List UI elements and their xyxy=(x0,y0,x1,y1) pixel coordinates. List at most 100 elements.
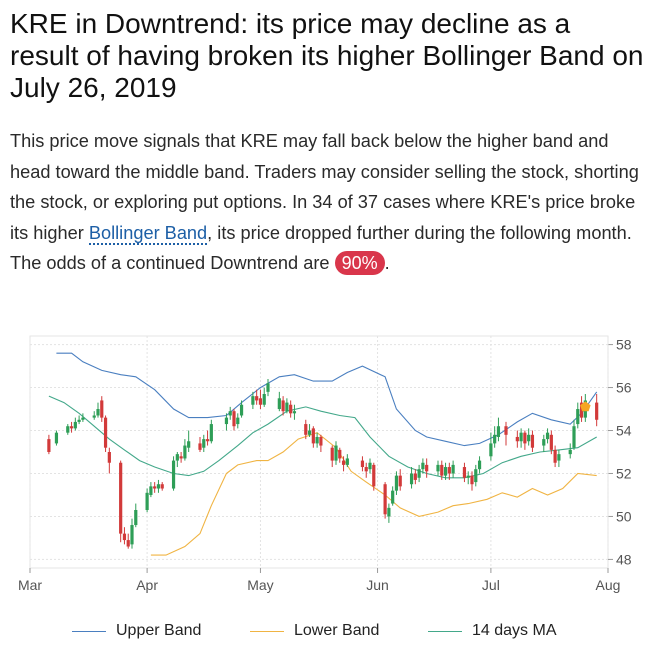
headline: KRE in Downtrend: its price may decline … xyxy=(10,8,644,103)
candle-body xyxy=(493,434,497,444)
y-tick-label: 52 xyxy=(616,465,632,481)
legend-ma: 14 days MA xyxy=(428,622,556,640)
candle-body xyxy=(149,486,153,495)
description: This price move signals that KRE may fal… xyxy=(10,126,650,279)
y-tick-label: 54 xyxy=(616,423,632,439)
candle-body xyxy=(413,473,417,480)
x-tick-label: Mar xyxy=(18,577,42,593)
candle-body xyxy=(77,419,81,422)
candle-body xyxy=(477,460,482,470)
candle-body xyxy=(496,426,501,437)
candle-body xyxy=(179,456,183,459)
candle-body xyxy=(417,469,421,478)
candle-body xyxy=(542,439,546,446)
candle-body xyxy=(205,439,210,442)
candle-body xyxy=(92,415,96,418)
candle-body xyxy=(107,452,111,463)
candle-body xyxy=(568,449,572,455)
odds-badge: 90% xyxy=(334,251,385,275)
candle-body xyxy=(436,464,440,472)
x-tick-label: Jun xyxy=(366,577,389,593)
candle-body xyxy=(383,484,387,515)
legend-label-upper: Upper Band xyxy=(116,622,202,639)
candle-body xyxy=(421,462,425,470)
candle-body xyxy=(262,394,266,405)
candle-body xyxy=(519,432,523,442)
legend-upper-band: Upper Band xyxy=(72,622,201,640)
candle-body xyxy=(557,454,561,461)
candle-body xyxy=(126,540,130,547)
candle-body xyxy=(103,417,108,448)
y-tick-label: 56 xyxy=(616,380,632,396)
candle-body xyxy=(134,510,138,526)
y-tick-label: 50 xyxy=(616,508,632,524)
candle-body xyxy=(338,449,342,459)
candle-body xyxy=(96,409,100,416)
candle-body xyxy=(504,426,508,435)
candle-body xyxy=(470,475,474,485)
x-tick-label: Jul xyxy=(482,577,500,593)
bollinger-band-link[interactable]: Bollinger Band xyxy=(88,222,208,245)
candle-body xyxy=(572,426,576,448)
candle-body xyxy=(398,475,402,487)
candle-body xyxy=(360,460,365,468)
candle-body xyxy=(130,525,134,545)
lower-band-line xyxy=(150,432,597,556)
candle-body xyxy=(47,439,51,452)
candle-body xyxy=(307,430,312,435)
candle-body xyxy=(198,443,202,450)
description-text-2: , its price dropped further during the f… xyxy=(10,222,632,274)
legend-swatch-lower xyxy=(250,630,284,632)
candle-body xyxy=(545,432,550,440)
candle-body xyxy=(304,424,308,435)
candle-body xyxy=(466,475,470,478)
candle-body xyxy=(224,417,229,425)
candle-body xyxy=(236,417,240,425)
candle-body xyxy=(232,411,236,427)
candle-body xyxy=(341,460,346,465)
legend-label-lower: Lower Band xyxy=(294,622,380,639)
candle-body xyxy=(549,434,553,450)
candle-body xyxy=(66,426,70,433)
candle-body xyxy=(81,417,85,420)
candle-body xyxy=(451,464,455,474)
legend-lower-band: Lower Band xyxy=(250,622,379,640)
candle-body xyxy=(156,484,161,489)
candle-body xyxy=(281,400,285,412)
candle-body xyxy=(409,473,414,485)
candle-body xyxy=(202,439,206,448)
candle-body xyxy=(258,398,263,405)
ma-line xyxy=(48,395,597,479)
candle-body xyxy=(119,462,123,534)
candle-body xyxy=(372,464,376,487)
candle-body xyxy=(285,402,289,412)
candle-body xyxy=(255,396,259,401)
candle-body xyxy=(394,475,399,491)
candle-body xyxy=(315,436,319,444)
candle-body xyxy=(69,426,74,429)
candle-body xyxy=(73,421,77,429)
chart-legend: Upper Band Lower Band 14 days MA xyxy=(0,622,654,652)
candle-body xyxy=(54,432,59,444)
candle-body xyxy=(553,449,557,463)
candle-body xyxy=(266,383,270,392)
candle-body xyxy=(251,396,255,405)
candle-body xyxy=(145,492,149,510)
y-tick-label: 48 xyxy=(616,551,632,567)
candle-body xyxy=(440,464,444,476)
candle-body xyxy=(277,398,281,410)
description-end: . xyxy=(384,253,390,273)
candle-body xyxy=(239,404,244,416)
candle-body xyxy=(425,464,429,472)
candle-body xyxy=(387,507,391,517)
candle-body xyxy=(209,424,213,442)
candle-body xyxy=(311,428,315,444)
candle-body xyxy=(368,462,372,470)
upper-band-line xyxy=(56,352,598,447)
candle-body xyxy=(391,490,395,504)
candle-body xyxy=(345,458,349,465)
candle-body xyxy=(515,436,519,442)
x-tick-label: Apr xyxy=(136,577,158,593)
candle-body xyxy=(330,447,334,461)
description-text-1: This price move signals that KRE may fal… xyxy=(10,131,639,243)
